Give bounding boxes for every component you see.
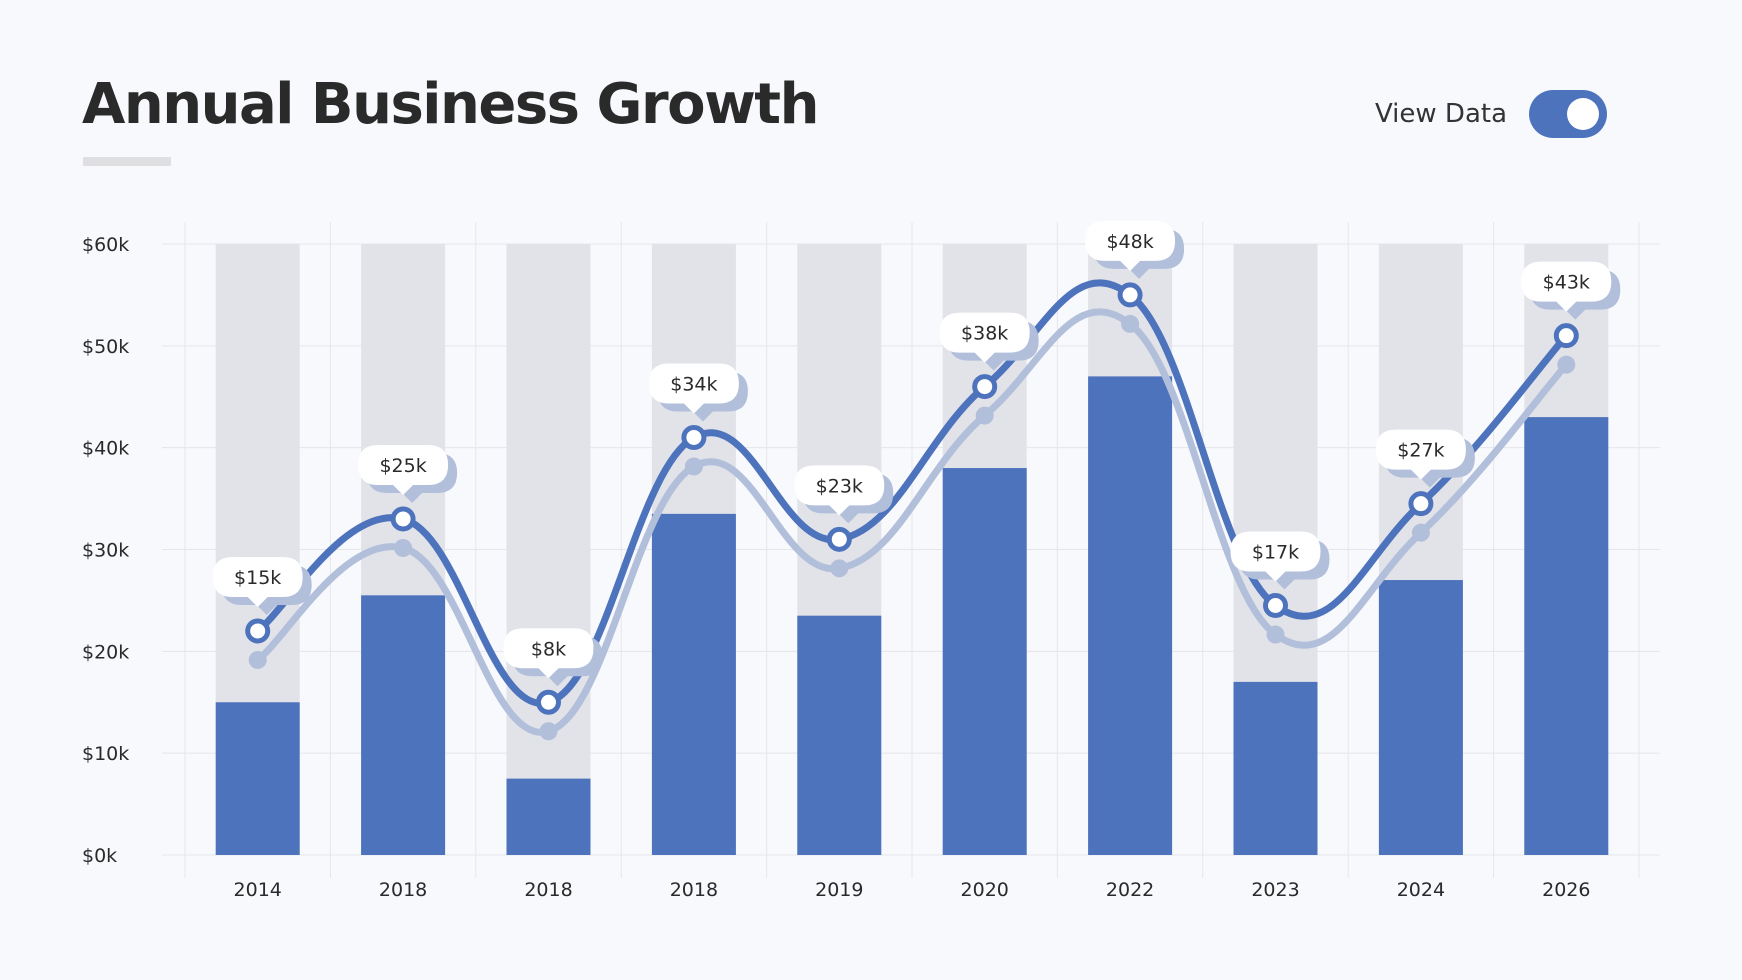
line-point: [826, 526, 852, 552]
bar: [651, 513, 736, 855]
y-tick-label: $50k: [82, 336, 129, 358]
x-tick-label: 2026: [1542, 879, 1590, 901]
line-point: [1553, 323, 1579, 349]
y-tick-label: $30k: [82, 540, 129, 562]
page-title: Annual Business Growth: [82, 72, 819, 137]
value-callout: $25k: [358, 444, 458, 503]
line-point: [390, 506, 416, 532]
y-tick-label: $40k: [82, 438, 129, 460]
data-label: $17k: [1252, 542, 1299, 564]
value-callout: $27k: [1375, 429, 1475, 488]
x-tick-label: 2018: [524, 879, 572, 901]
value-callout: $17k: [1230, 531, 1330, 590]
line-point: [536, 689, 561, 715]
shadow-point: [539, 722, 558, 741]
x-tick-label: 2020: [961, 879, 1009, 901]
callout-bubble: [358, 444, 449, 495]
toggle-knob: [1567, 98, 1599, 130]
x-tick-label: 2023: [1251, 879, 1299, 901]
bar: [215, 702, 300, 855]
x-tick-label: 2019: [815, 879, 863, 901]
callout-bubble: [1230, 531, 1321, 582]
callout-bubble: [503, 628, 594, 679]
data-label: $43k: [1543, 272, 1590, 294]
y-tick-label: $10k: [82, 743, 129, 765]
data-label: $48k: [1106, 231, 1153, 253]
trend-line-shadow: [254, 308, 1570, 736]
trend-lines: [245, 279, 1579, 741]
shadow-point: [1557, 355, 1576, 374]
callout-bubble: [794, 465, 885, 516]
callout-bubble: [648, 363, 739, 414]
callout-bubble: [1521, 261, 1612, 312]
shadow-point: [830, 559, 849, 578]
shadow-point: [1121, 314, 1140, 333]
callout-bubble: [212, 556, 303, 607]
value-callout: $38k: [939, 312, 1039, 371]
data-label: $15k: [234, 567, 281, 589]
bar: [1233, 681, 1318, 855]
value-callout: $15k: [212, 556, 312, 615]
value-callout: $8k: [503, 628, 603, 687]
shadow-point: [394, 538, 413, 557]
bar: [1378, 580, 1463, 855]
x-tick-label: 2018: [670, 879, 718, 901]
data-label: $25k: [379, 455, 426, 477]
bar: [797, 615, 882, 855]
x-tick-label: 2014: [234, 879, 282, 901]
bar: [506, 778, 591, 855]
line-point: [972, 374, 998, 400]
y-axis-labels: $0k $10k $20k $30k $40k $50k $60k: [82, 234, 129, 867]
view-data-control: View Data: [1375, 90, 1607, 138]
bar-background: [506, 244, 591, 855]
bar: [1524, 417, 1609, 855]
trend-line: [254, 279, 1570, 707]
value-callout: $34k: [648, 363, 748, 422]
bar: [361, 595, 446, 855]
callout-bubble: [939, 312, 1030, 363]
value-callouts: $15k $25k $8k $34k $23k $38k $48k $17k $27k $43k: [212, 220, 1621, 687]
view-data-label: View Data: [1374, 99, 1507, 129]
shadow-point: [684, 457, 703, 476]
value-callout: $43k: [1521, 261, 1621, 320]
callout-bubble: [1085, 220, 1176, 271]
shadow-point: [1411, 523, 1430, 542]
data-label: $38k: [961, 323, 1008, 345]
y-tick-label: $0k: [82, 845, 117, 867]
data-label: $34k: [670, 373, 717, 395]
view-data-toggle[interactable]: [1529, 90, 1607, 138]
shadow-point: [1266, 625, 1285, 644]
data-label: $27k: [1397, 440, 1444, 462]
x-axis-labels: 2014 2018 2018 2018 2019 2020 2022 2023 2024 2026: [234, 879, 1591, 901]
title-underline: [83, 157, 171, 166]
line-point: [681, 424, 707, 450]
data-label: $8k: [531, 638, 566, 660]
bar: [942, 468, 1027, 855]
line-point: [1263, 593, 1288, 619]
value-callout: $48k: [1085, 220, 1185, 279]
line-point: [245, 618, 271, 644]
callout-bubble: [1375, 429, 1466, 480]
x-tick-label: 2018: [379, 879, 427, 901]
y-tick-label: $20k: [82, 641, 129, 663]
bar: [1088, 376, 1173, 855]
line-point: [1408, 491, 1434, 517]
y-tick-label: $60k: [82, 234, 129, 256]
x-tick-label: 2024: [1397, 879, 1445, 901]
value-callout: $23k: [794, 465, 894, 524]
shadow-point: [975, 406, 994, 425]
line-point: [1117, 282, 1143, 308]
data-label: $23k: [816, 475, 863, 497]
shadow-point: [248, 650, 267, 669]
x-tick-label: 2022: [1106, 879, 1154, 901]
